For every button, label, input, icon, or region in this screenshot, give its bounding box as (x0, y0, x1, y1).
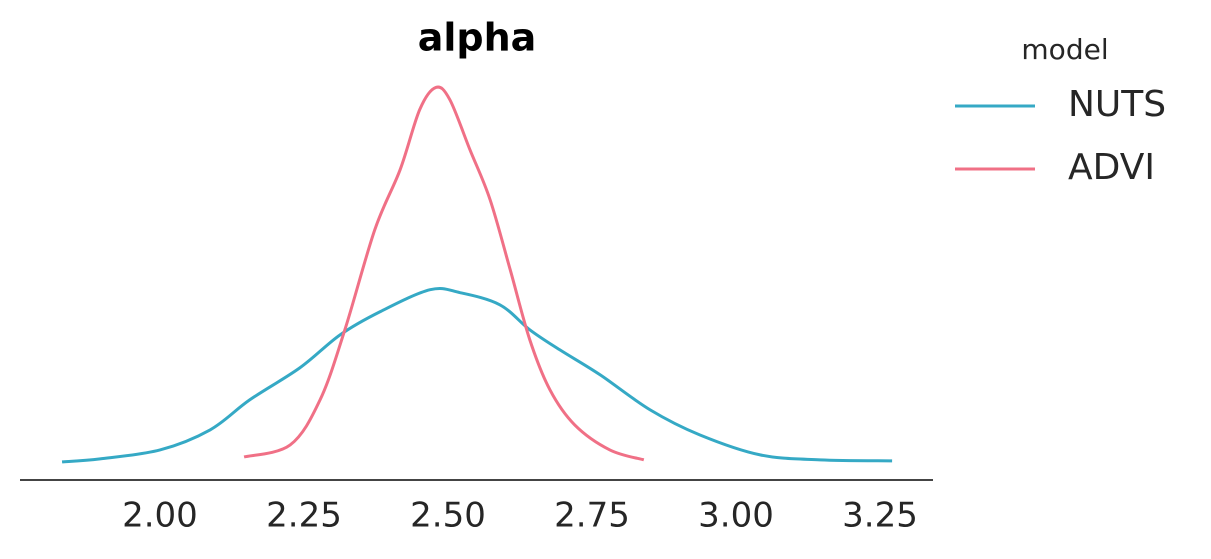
density-line (61, 286, 893, 464)
legend-label: NUTS (1068, 84, 1166, 125)
legend-title: model (1021, 33, 1108, 66)
x-tick-label: 2.25 (266, 496, 342, 536)
x-tick-label: 3.25 (842, 496, 918, 536)
x-tick-label: 2.75 (554, 496, 630, 536)
x-tick-label: 2.50 (410, 496, 486, 536)
density-line (243, 85, 645, 462)
chart-title: alpha (418, 16, 537, 60)
x-tick-label: 2.00 (122, 496, 198, 536)
x-tick-label: 3.00 (698, 496, 774, 536)
legend-label: ADVI (1068, 147, 1155, 188)
